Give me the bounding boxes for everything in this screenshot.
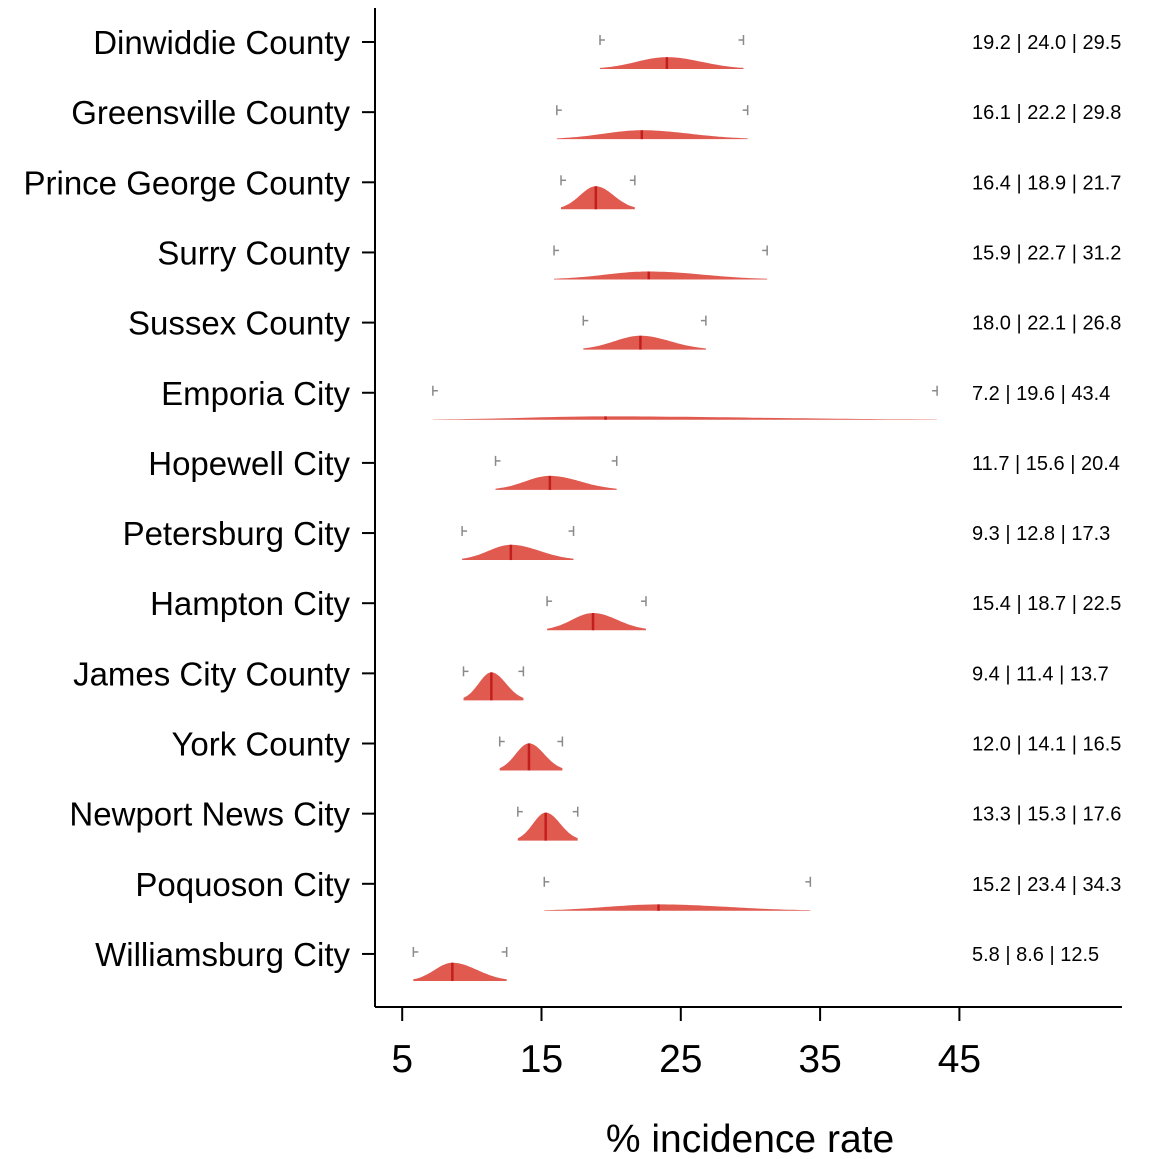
row-4: Sussex County 18.0 | 22.1 | 26.8 <box>128 305 1121 350</box>
y-tick-label: Emporia City <box>161 375 350 412</box>
interval-stats-label: 19.2 | 24.0 | 29.5 <box>972 32 1121 54</box>
x-tick-label: 25 <box>659 1038 702 1081</box>
row-10: York County 12.0 | 14.1 | 16.5 <box>171 726 1121 771</box>
density-shape <box>517 812 578 841</box>
rows-layer: Dinwiddie County 19.2 | 24.0 | 29.5 Greens… <box>23 24 1121 981</box>
interval-stats-label: 18.0 | 22.1 | 26.8 <box>972 313 1121 335</box>
interval-stats-label: 9.4 | 11.4 | 13.7 <box>972 663 1109 685</box>
y-tick-label: Dinwiddie County <box>93 24 350 61</box>
y-tick-label: Greensville County <box>71 94 350 131</box>
x-tick-label: 15 <box>520 1038 563 1081</box>
y-tick-label: Prince George County <box>23 164 350 201</box>
interval-stats-label: 7.2 | 19.6 | 43.4 <box>972 383 1110 405</box>
y-tick-label: Hopewell City <box>148 445 350 482</box>
x-tick-label: 45 <box>938 1038 981 1081</box>
row-7: Petersburg City 9.3 | 12.8 | 17.3 <box>123 515 1110 561</box>
y-tick-label: Poquoson City <box>135 866 350 903</box>
density-shape <box>583 335 706 350</box>
density-shape <box>495 475 617 490</box>
row-8: Hampton City 15.4 | 18.7 | 22.5 <box>150 585 1121 631</box>
interval-stats-label: 16.1 | 22.2 | 29.8 <box>972 102 1121 124</box>
interval-stats-label: 12.0 | 14.1 | 16.5 <box>972 734 1121 756</box>
interval-stats-label: 9.3 | 12.8 | 17.3 <box>972 523 1110 545</box>
row-3: Surry County 15.9 | 22.7 | 31.2 <box>157 234 1121 280</box>
x-axis-title: % incidence rate <box>606 1118 894 1159</box>
y-tick-label: York County <box>171 726 350 763</box>
y-tick-label: Surry County <box>157 234 350 271</box>
density-shape <box>413 962 507 981</box>
row-9: James City County 9.4 | 11.4 | 13.7 <box>73 655 1109 701</box>
row-5: Emporia City 7.2 | 19.6 | 43.4 <box>161 375 1110 420</box>
y-tick-label: Williamsburg City <box>95 936 350 973</box>
density-shape <box>561 186 635 210</box>
density-shape <box>544 904 811 911</box>
interval-stats-label: 15.4 | 18.7 | 22.5 <box>972 593 1121 615</box>
x-ticks: 5 15 25 35 45 <box>391 1007 981 1081</box>
row-13: Williamsburg City 5.8 | 8.6 | 12.5 <box>95 936 1099 981</box>
density-shape <box>556 130 748 140</box>
row-2: Prince George County 16.4 | 18.9 | 21.7 <box>23 164 1121 210</box>
y-tick-label: James City County <box>73 655 350 692</box>
interval-stats-label: 15.9 | 22.7 | 31.2 <box>972 242 1121 264</box>
y-tick-label: Newport News City <box>69 796 350 833</box>
interval-stats-label: 13.3 | 15.3 | 17.6 <box>972 804 1121 826</box>
interval-stats-label: 11.7 | 15.6 | 20.4 <box>972 453 1120 475</box>
density-shape <box>462 544 574 561</box>
y-tick-label: Petersburg City <box>123 515 351 552</box>
y-tick-label: Sussex County <box>128 305 350 342</box>
row-0: Dinwiddie County 19.2 | 24.0 | 29.5 <box>93 24 1121 69</box>
interval-stats-label: 5.8 | 8.6 | 12.5 <box>972 944 1099 966</box>
density-shape <box>554 271 768 280</box>
row-1: Greensville County 16.1 | 22.2 | 29.8 <box>71 94 1121 140</box>
y-tick-label: Hampton City <box>150 585 350 622</box>
row-12: Poquoson City 15.2 | 23.4 | 34.3 <box>135 866 1121 911</box>
row-11: Newport News City 13.3 | 15.3 | 17.6 <box>69 796 1121 841</box>
density-shape <box>547 613 646 631</box>
interval-stats-label: 16.4 | 18.9 | 21.7 <box>972 172 1121 194</box>
x-tick-label: 35 <box>798 1038 841 1081</box>
density-shape <box>499 743 563 771</box>
row-6: Hopewell City 11.7 | 15.6 | 20.4 <box>148 445 1120 490</box>
density-shape <box>432 416 938 420</box>
density-shape <box>600 57 744 69</box>
interval-stats-label: 15.2 | 23.4 | 34.3 <box>972 874 1121 896</box>
density-shape <box>463 672 524 701</box>
x-tick-label: 5 <box>391 1038 413 1081</box>
